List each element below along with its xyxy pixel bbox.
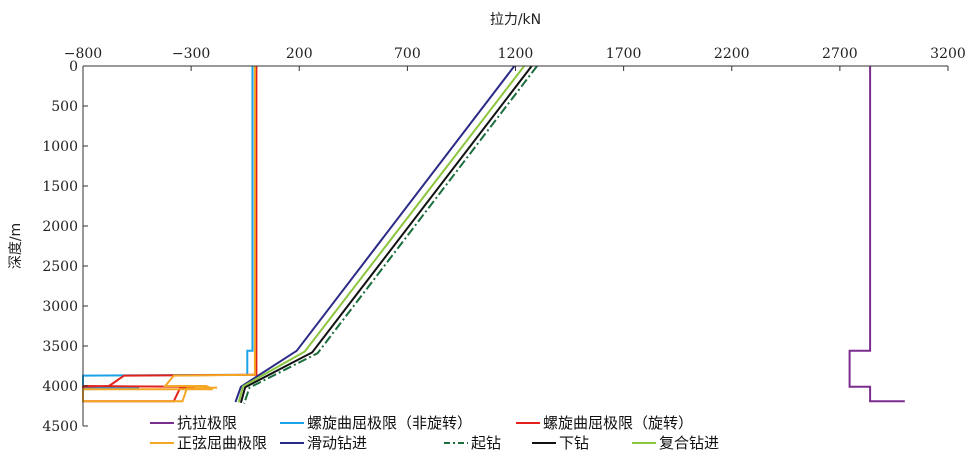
x-tick-label: 3200: [930, 46, 966, 62]
series-line-3: [82, 66, 258, 403]
x-tick-label: 2700: [822, 46, 858, 62]
legend-label-2: 螺旋曲屈极限（非旋转）: [307, 414, 472, 432]
y-tick-label: 4000: [42, 379, 78, 395]
y-tick-label: 4500: [42, 419, 78, 435]
x-tick-label: 200: [286, 46, 313, 62]
y-tick-label: 3500: [42, 339, 78, 355]
x-tick-label: 700: [394, 46, 421, 62]
legend: 抗拉极限 螺旋曲屈极限（非旋转） 螺旋曲屈极限（旋转） 正弦屈曲极限 滑动钻进 起钻 下钻 复…: [150, 414, 719, 452]
y-tick-label: 0: [69, 59, 78, 75]
series-layer: [82, 65, 905, 404]
y-tick-label: 2500: [42, 259, 78, 275]
series-line-5: [234, 65, 516, 403]
series-line-4: [82, 66, 256, 403]
x-axis-title: 拉力/kN: [490, 12, 541, 28]
y-tick-label: 2000: [42, 219, 78, 235]
legend-label-4: 正弦屈曲极限: [177, 434, 267, 452]
legend-label-8: 复合钻进: [659, 434, 719, 452]
y-tick-label: 1000: [42, 139, 78, 155]
series-line-1: [848, 66, 905, 403]
legend-label-7: 下钻: [559, 434, 589, 452]
legend-label-5: 滑动钻进: [307, 434, 367, 452]
series-line-6: [243, 65, 538, 404]
legend-label-1: 抗拉极限: [177, 414, 237, 432]
x-tick-label: −800: [64, 46, 102, 62]
legend-label-6: 起钻: [471, 434, 501, 452]
y-tick-label: 1500: [42, 179, 78, 195]
x-tick-label: −300: [172, 46, 210, 62]
series-line-7: [239, 65, 533, 404]
legend-label-3: 螺旋曲屈极限（旋转）: [543, 414, 693, 432]
x-tick-label: 1700: [606, 46, 642, 62]
y-axis-title: 深度/m: [8, 223, 24, 269]
series-line-2: [82, 66, 254, 391]
x-tick-label: 2200: [714, 46, 750, 62]
y-tick-label: 3000: [42, 299, 78, 315]
axes: −800 −300 200 700 1200 1700 2200 2700 3200 0 500 10…: [42, 46, 965, 435]
series-line-8: [237, 65, 525, 403]
x-tick-label: 1200: [498, 46, 534, 62]
y-tick-label: 500: [51, 99, 78, 115]
